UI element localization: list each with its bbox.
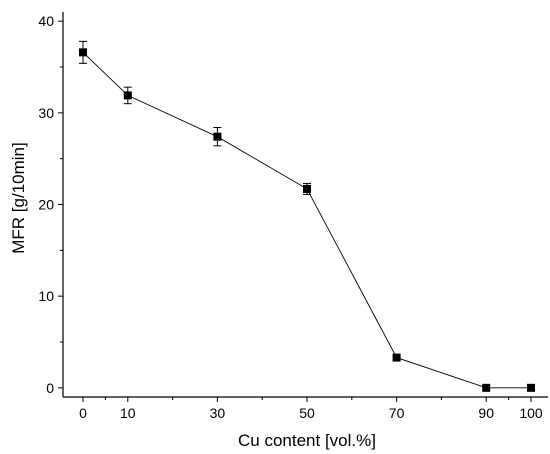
x-tick-label: 70 <box>389 405 405 421</box>
data-point <box>79 48 87 57</box>
x-tick-label: 30 <box>210 405 226 421</box>
y-axis-title: MFR [g/10min] <box>9 142 28 253</box>
data-point <box>482 383 491 392</box>
y-tick-label: 10 <box>38 288 54 304</box>
x-tick-label: 50 <box>299 405 315 421</box>
plot-area <box>79 40 535 392</box>
data-point <box>527 383 535 392</box>
y-tick-label: 0 <box>46 380 54 396</box>
y-tick-label: 20 <box>38 197 54 213</box>
x-tick-label: 100 <box>519 405 543 421</box>
x-tick-label: 0 <box>79 405 87 421</box>
axes <box>62 12 548 398</box>
x-tick-label: 10 <box>120 405 136 421</box>
x-axis-ticks: 0 10 30 50 70 90 100 <box>79 397 543 421</box>
x-tick-label: 90 <box>478 405 494 421</box>
data-point <box>392 353 401 362</box>
data-point <box>123 91 132 100</box>
data-point <box>213 132 222 141</box>
y-axis-ticks: 0 10 20 30 40 <box>38 13 63 396</box>
y-tick-label: 30 <box>38 105 54 121</box>
series-line <box>82 51 531 389</box>
y-tick-label: 40 <box>38 13 54 29</box>
data-point <box>303 184 311 193</box>
x-axis-title: Cu content [vol.%] <box>238 431 376 450</box>
